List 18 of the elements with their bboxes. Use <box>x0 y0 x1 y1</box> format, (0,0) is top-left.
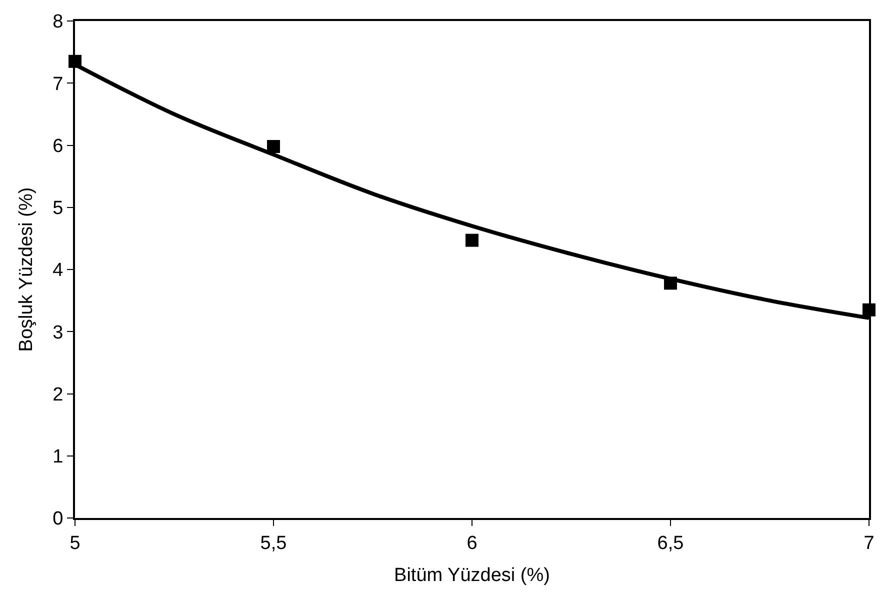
x-tick-label: 6 <box>466 532 478 554</box>
y-axis-title: Boşluk Yüzdesi (%) <box>16 187 37 352</box>
y-tick-label: 5 <box>52 198 64 220</box>
y-tick-label: 0 <box>52 508 64 530</box>
x-axis-title: Bitüm Yüzdesi (%) <box>394 565 550 586</box>
x-tick-label: 6,5 <box>657 532 684 554</box>
y-tick-label: 4 <box>52 260 64 282</box>
y-tick-label: 2 <box>52 384 64 406</box>
x-tick-label: 7 <box>864 532 874 554</box>
y-tick-label: 3 <box>52 322 64 344</box>
y-tick-label: 7 <box>52 74 64 95</box>
x-tick-label: 5,5 <box>260 532 287 554</box>
point <box>466 234 478 247</box>
y-tick-label: 8 <box>52 12 64 33</box>
x-tick-label: 5 <box>70 532 80 554</box>
point <box>267 140 280 153</box>
y-tick-label: 1 <box>52 446 64 468</box>
y-tick-label: 6 <box>52 136 64 157</box>
